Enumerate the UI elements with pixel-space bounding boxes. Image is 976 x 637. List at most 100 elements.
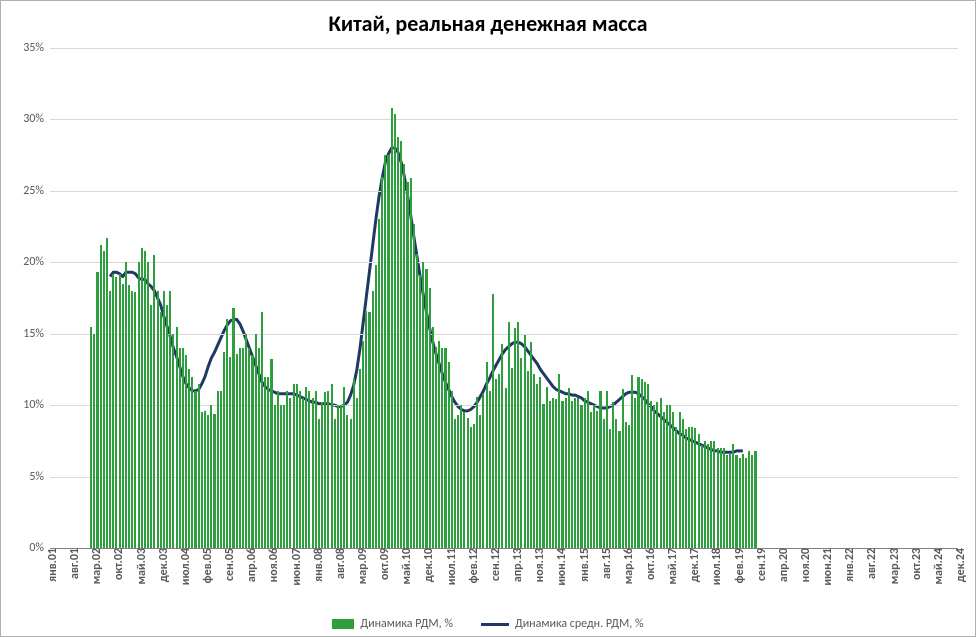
bar xyxy=(479,415,481,548)
bar xyxy=(555,399,557,548)
bar xyxy=(549,401,551,548)
x-tick-label: июл.18 xyxy=(704,548,724,585)
bar xyxy=(204,411,206,548)
bar xyxy=(403,164,405,548)
y-tick-label: 10% xyxy=(23,398,50,412)
bar xyxy=(119,274,121,548)
bar xyxy=(675,427,677,548)
y-tick-label: 15% xyxy=(23,327,50,341)
y-tick-label: 30% xyxy=(23,112,50,126)
bar xyxy=(324,392,326,548)
bar xyxy=(280,405,282,548)
bar xyxy=(213,414,215,548)
legend-label: Динамика РДМ, % xyxy=(360,617,453,631)
bar xyxy=(625,422,627,548)
bar xyxy=(289,398,291,548)
x-tick-label: апр.06 xyxy=(239,548,259,582)
bar xyxy=(603,419,605,548)
bar xyxy=(261,312,263,548)
x-tick-label: окт.16 xyxy=(638,548,658,580)
bar xyxy=(115,277,117,548)
chart-container: Китай, реальная денежная масса 0%5%10%15… xyxy=(0,0,976,637)
bar xyxy=(486,362,488,548)
bar xyxy=(707,444,709,548)
bar xyxy=(650,401,652,548)
bar xyxy=(166,305,168,548)
bar xyxy=(217,391,219,548)
bar xyxy=(751,455,753,548)
bar xyxy=(656,402,658,548)
bar xyxy=(232,308,234,548)
gridline xyxy=(50,334,958,335)
gridline xyxy=(50,119,958,120)
x-tick-label: окт.23 xyxy=(904,548,924,580)
bar xyxy=(188,369,190,548)
bar xyxy=(498,374,500,548)
x-tick-label: апр.13 xyxy=(505,548,525,582)
bar xyxy=(312,398,314,548)
bar xyxy=(267,377,269,548)
bar xyxy=(574,398,576,548)
bar xyxy=(391,108,393,548)
x-tick-label: сен.05 xyxy=(217,548,237,581)
bar xyxy=(141,248,143,548)
bar xyxy=(90,327,92,548)
bar xyxy=(571,401,573,548)
bar xyxy=(207,415,209,548)
bar xyxy=(748,451,750,548)
y-tick-label: 20% xyxy=(23,255,50,269)
bar xyxy=(277,391,279,548)
bar xyxy=(103,251,105,548)
bar xyxy=(122,284,124,548)
bar xyxy=(634,398,636,548)
bar xyxy=(125,262,127,548)
bar xyxy=(185,355,187,548)
bar xyxy=(444,348,446,548)
bar xyxy=(463,412,465,548)
bar xyxy=(109,291,111,548)
bar xyxy=(679,412,681,548)
bar xyxy=(542,404,544,548)
bar xyxy=(546,387,548,548)
bar xyxy=(191,377,193,548)
bar xyxy=(128,285,130,548)
x-tick-label: май.17 xyxy=(660,548,680,585)
bar xyxy=(660,398,662,548)
bar xyxy=(524,335,526,548)
x-tick-label: май.24 xyxy=(926,548,946,585)
x-tick-label: дек.24 xyxy=(948,548,968,582)
y-tick-label: 5% xyxy=(29,470,50,484)
bar xyxy=(618,431,620,548)
bar xyxy=(558,374,560,548)
bar xyxy=(378,219,380,548)
bar xyxy=(163,291,165,548)
bar xyxy=(729,454,731,548)
bar xyxy=(365,311,367,548)
x-tick-label: июн.07 xyxy=(284,548,304,586)
x-tick-label: ноя.06 xyxy=(261,548,281,582)
bar xyxy=(397,137,399,548)
bar xyxy=(350,419,352,548)
bar xyxy=(251,355,253,548)
bar xyxy=(381,177,383,548)
gridline xyxy=(50,191,958,192)
bar xyxy=(296,384,298,548)
x-tick-label: авг.22 xyxy=(859,548,879,579)
legend-item: Динамика средн. РДМ, % xyxy=(481,617,644,631)
bar xyxy=(340,405,342,548)
bar xyxy=(637,377,639,548)
bar xyxy=(198,384,200,548)
bar xyxy=(584,398,586,548)
bar xyxy=(375,265,377,548)
bar xyxy=(580,405,582,548)
x-tick-label: мар.16 xyxy=(616,548,636,584)
bar xyxy=(327,391,329,548)
bar xyxy=(100,245,102,548)
bar xyxy=(236,354,238,548)
bar xyxy=(511,368,513,548)
bar xyxy=(406,182,408,548)
bar xyxy=(568,388,570,548)
bar xyxy=(745,458,747,548)
bar xyxy=(416,254,418,548)
bar xyxy=(220,391,222,548)
